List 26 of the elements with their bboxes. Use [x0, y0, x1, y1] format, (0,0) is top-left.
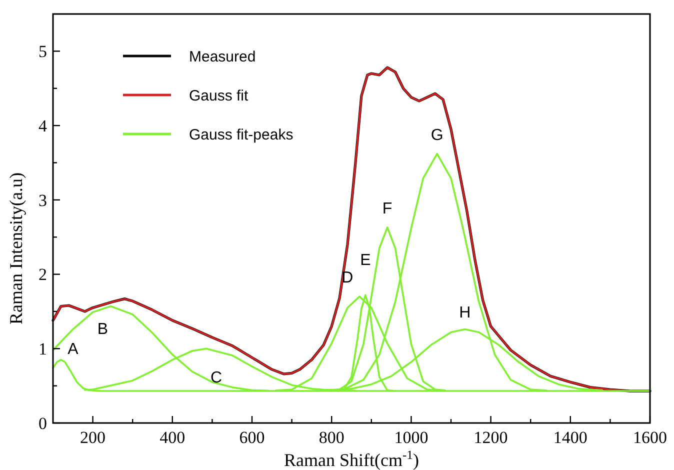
annotation: E: [360, 252, 371, 270]
legend-label: Measured: [189, 48, 256, 66]
x-tick-label: 1200: [474, 428, 508, 447]
annotation: H: [459, 304, 471, 322]
legend-label: Gauss fit-peaks: [189, 126, 294, 144]
x-tick-label: 1000: [394, 428, 428, 447]
y-tick-label: 0: [38, 414, 47, 433]
annotation: G: [430, 126, 444, 144]
annotation: F: [382, 200, 392, 218]
y-tick-label: 5: [38, 42, 47, 62]
y-tick-label: 3: [38, 190, 47, 210]
y-tick-label: 4: [38, 116, 48, 136]
x-tick-label: 200: [80, 428, 106, 447]
legend-label: Gauss fit: [189, 87, 250, 104]
annotation: C: [210, 370, 222, 387]
annotation: A: [68, 340, 79, 358]
x-tick-label: 600: [239, 428, 265, 447]
annotation: B: [97, 321, 108, 338]
x-tick-label: 1600: [633, 428, 667, 447]
x-axis-title: Raman Shift(cm$^{-1}$): [284, 448, 419, 470]
x-tick-label: 800: [318, 428, 344, 447]
y-tick-label: 2: [38, 265, 47, 284]
x-tick-label: 1400: [553, 428, 588, 447]
y-tick-label: 1: [38, 340, 47, 359]
y-axis-title: Raman Intensity(a.u): [6, 172, 26, 324]
x-tick-label: 400: [160, 428, 186, 447]
